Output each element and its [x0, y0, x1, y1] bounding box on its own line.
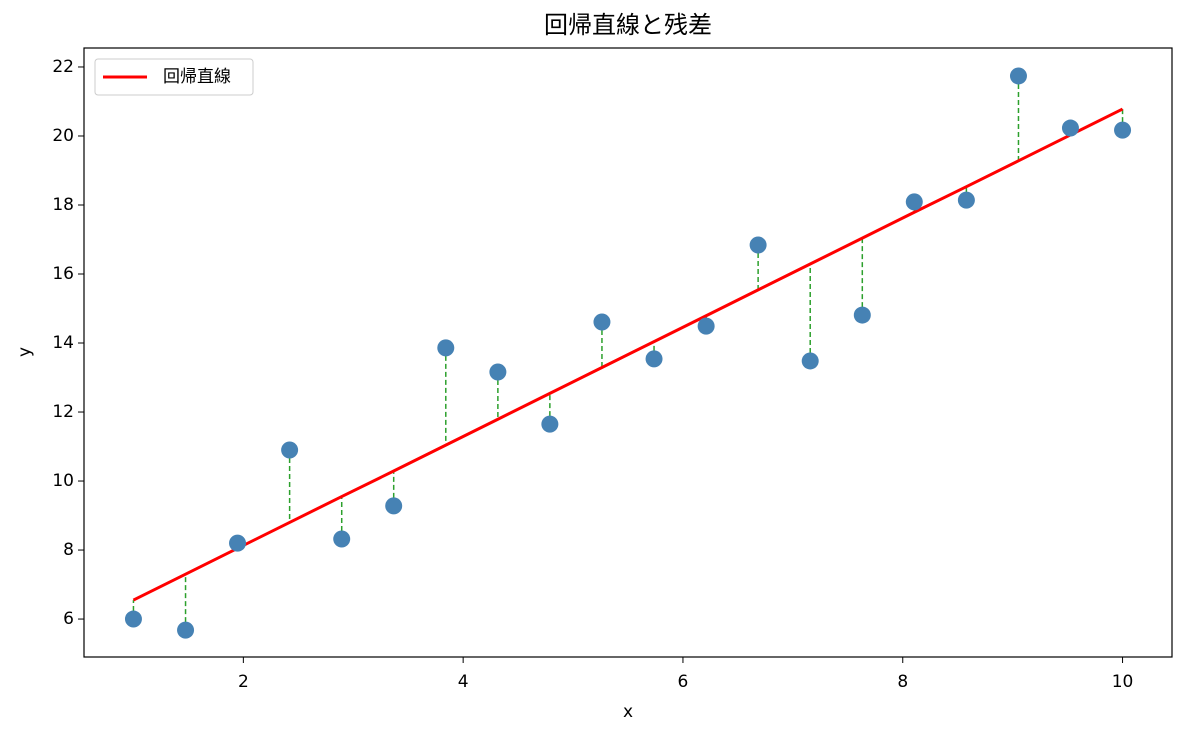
- data-point: [177, 621, 195, 639]
- x-tick-label: 6: [678, 672, 689, 692]
- data-point: [1009, 67, 1027, 85]
- data-point: [905, 193, 923, 211]
- x-tick-label: 8: [897, 672, 908, 692]
- data-point: [749, 236, 767, 254]
- data-point: [229, 534, 247, 552]
- legend-label: 回帰直線: [163, 67, 231, 87]
- data-point: [645, 350, 663, 368]
- x-axis-label: x: [623, 702, 633, 722]
- data-point: [281, 441, 299, 459]
- y-tick-label: 16: [52, 264, 74, 284]
- y-tick-label: 22: [52, 57, 74, 77]
- chart-title: 回帰直線と残差: [544, 11, 712, 39]
- data-point: [333, 530, 351, 548]
- y-tick-label: 14: [52, 333, 74, 353]
- y-tick-label: 12: [52, 402, 74, 422]
- data-point: [853, 306, 871, 324]
- x-tick-label: 2: [238, 672, 249, 692]
- data-point: [593, 313, 611, 331]
- data-point: [385, 497, 403, 515]
- x-tick-label: 4: [458, 672, 469, 692]
- y-tick-label: 10: [52, 471, 74, 491]
- y-tick-label: 8: [63, 540, 74, 560]
- data-point: [437, 339, 455, 357]
- data-point: [541, 415, 559, 433]
- data-point: [489, 363, 507, 381]
- plot-frame: [83, 47, 1173, 658]
- y-tick-label: 6: [63, 609, 74, 629]
- y-axis-label: y: [15, 347, 35, 357]
- data-point: [957, 191, 975, 209]
- legend-box: [94, 58, 254, 96]
- data-point: [124, 610, 142, 628]
- regression-line: [132, 107, 1124, 602]
- data-point: [1061, 119, 1079, 137]
- x-tick-label: 10: [1112, 672, 1134, 692]
- data-point: [801, 352, 819, 370]
- data-point: [1114, 121, 1132, 139]
- y-tick-label: 18: [52, 195, 74, 215]
- data-point: [697, 317, 715, 335]
- y-tick-label: 20: [52, 126, 74, 146]
